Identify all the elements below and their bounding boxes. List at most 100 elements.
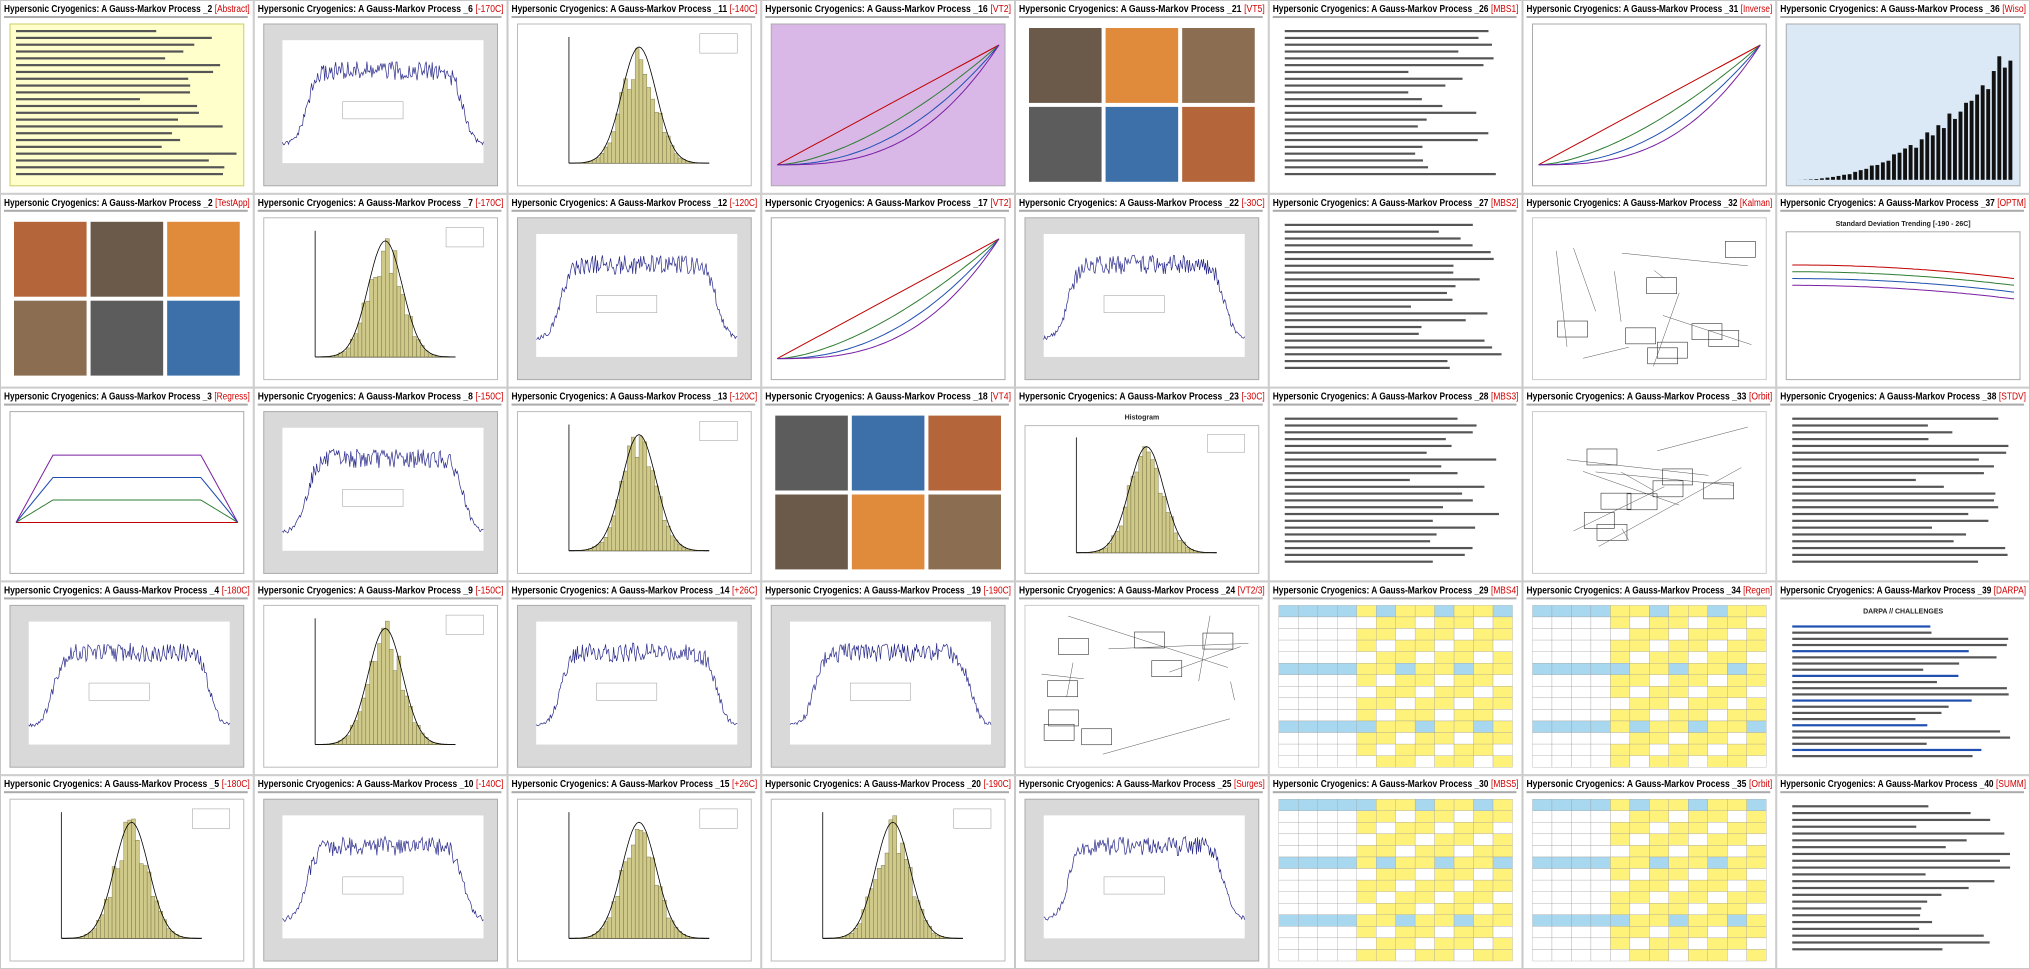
text-line	[1285, 153, 1415, 155]
table-cell	[1415, 663, 1434, 675]
text-line	[1285, 285, 1456, 287]
table-cell	[1435, 834, 1454, 846]
bar-shape	[631, 845, 635, 938]
table-cell	[1337, 938, 1356, 950]
table-cell	[1337, 721, 1356, 733]
bar-shape	[908, 867, 912, 938]
bar-shape	[1174, 533, 1178, 553]
bar-shape	[1931, 135, 1935, 179]
table-cell	[1669, 949, 1688, 961]
table-cell	[1708, 652, 1727, 664]
text-line	[16, 173, 223, 175]
table-cell	[1298, 834, 1317, 846]
text-line	[1792, 819, 1990, 821]
table-cell	[1552, 709, 1571, 721]
table-cell	[1279, 811, 1298, 823]
bar-shape	[385, 239, 389, 357]
table-cell	[1298, 744, 1317, 756]
table-cell	[1552, 857, 1571, 869]
table-cell	[1454, 869, 1473, 881]
table-cell	[1727, 663, 1746, 675]
text-line	[1792, 445, 2008, 447]
table-cell	[1357, 605, 1376, 617]
table-cell	[1435, 709, 1454, 721]
table-cell	[1318, 744, 1337, 756]
bar-shape	[620, 870, 624, 938]
text-line	[1792, 438, 1928, 440]
slide-thumbnail: Hypersonic Cryogenics: A Gauss-Markov Pr…	[1, 194, 254, 387]
table-cell	[1533, 811, 1552, 823]
table-cell	[1571, 926, 1590, 938]
table-cell	[1649, 869, 1668, 881]
table-cell	[1571, 892, 1590, 904]
table-cell	[1298, 617, 1317, 629]
table-cell	[1552, 892, 1571, 904]
photo	[1106, 28, 1179, 103]
table-cell	[1396, 799, 1415, 811]
table-cell	[1357, 652, 1376, 664]
bar-shape	[346, 736, 350, 745]
table-cell	[1533, 663, 1552, 675]
text-line	[1285, 506, 1443, 508]
table-cell	[1610, 709, 1629, 721]
table-cell	[1337, 869, 1356, 881]
slide-thumbnail: Hypersonic Cryogenics: A Gauss-Markov Pr…	[254, 388, 507, 581]
slide-number: Hypersonic Cryogenics: A Gauss-Markov Pr…	[258, 779, 474, 790]
slide-thumbnail: Hypersonic Cryogenics: A Gauss-Markov Pr…	[254, 582, 507, 775]
text-line	[1792, 901, 1927, 903]
bar-shape	[405, 696, 409, 745]
table-cell	[1669, 652, 1688, 664]
table-cell	[1669, 822, 1688, 834]
table-cell	[1552, 926, 1571, 938]
table-cell	[1688, 663, 1707, 675]
slide-thumbnail: Hypersonic Cryogenics: A Gauss-Markov Pr…	[1777, 582, 2030, 775]
table-cell	[1747, 721, 1766, 733]
copyright-line	[258, 16, 502, 18]
bar-shape	[354, 334, 358, 357]
text-line	[1792, 547, 2005, 549]
text-line	[1792, 499, 1994, 501]
text-line	[1285, 237, 1461, 239]
table-cell	[1318, 822, 1337, 834]
table-cell	[1630, 686, 1649, 698]
text-line	[1285, 132, 1489, 134]
slide-thumbnail: Hypersonic Cryogenics: A Gauss-Markov Pr…	[762, 194, 1015, 387]
table-cell	[1474, 811, 1493, 823]
table-cell	[1415, 686, 1434, 698]
bar-shape	[424, 737, 428, 744]
table-cell	[1708, 617, 1727, 629]
table-cell	[1493, 756, 1512, 768]
slide-tag: [-180C]	[222, 585, 250, 596]
copyright-line	[1019, 210, 1263, 212]
table-cell	[1747, 675, 1766, 687]
table-cell	[1649, 721, 1668, 733]
bar-shape	[1975, 95, 1979, 180]
table-cell	[1747, 880, 1766, 892]
table-cell	[1688, 605, 1707, 617]
table-cell	[1669, 903, 1688, 915]
table-cell	[1591, 617, 1610, 629]
slide-title: Hypersonic Cryogenics: A Gauss-Markov Pr…	[1780, 392, 2026, 403]
table-cell	[1708, 892, 1727, 904]
text-line	[1285, 353, 1502, 355]
bar-shape	[1947, 114, 1951, 180]
slide-tag: [-140C]	[730, 4, 758, 15]
table-cell	[1493, 605, 1512, 617]
legend-box	[343, 489, 403, 506]
slide-title: Hypersonic Cryogenics: A Gauss-Markov Pr…	[1527, 779, 1773, 790]
table-cell	[1298, 640, 1317, 652]
table-cell	[1318, 811, 1337, 823]
bar-shape	[1953, 119, 1957, 180]
slide-tag: [-120C]	[730, 392, 758, 403]
table-cell	[1493, 652, 1512, 664]
slide-thumbnail: Hypersonic Cryogenics: A Gauss-Markov Pr…	[1, 776, 254, 969]
slide-title: Hypersonic Cryogenics: A Gauss-Markov Pr…	[4, 779, 250, 790]
bar-shape	[1143, 446, 1147, 552]
table-cell	[1396, 675, 1415, 687]
slide-title: Hypersonic Cryogenics: A Gauss-Markov Pr…	[258, 585, 504, 596]
slide-tag: [-150C]	[475, 585, 503, 596]
table-cell	[1318, 880, 1337, 892]
text-line	[1285, 231, 1439, 233]
bar-shape	[143, 866, 147, 939]
slide-tag: [VT5]	[1244, 4, 1265, 15]
